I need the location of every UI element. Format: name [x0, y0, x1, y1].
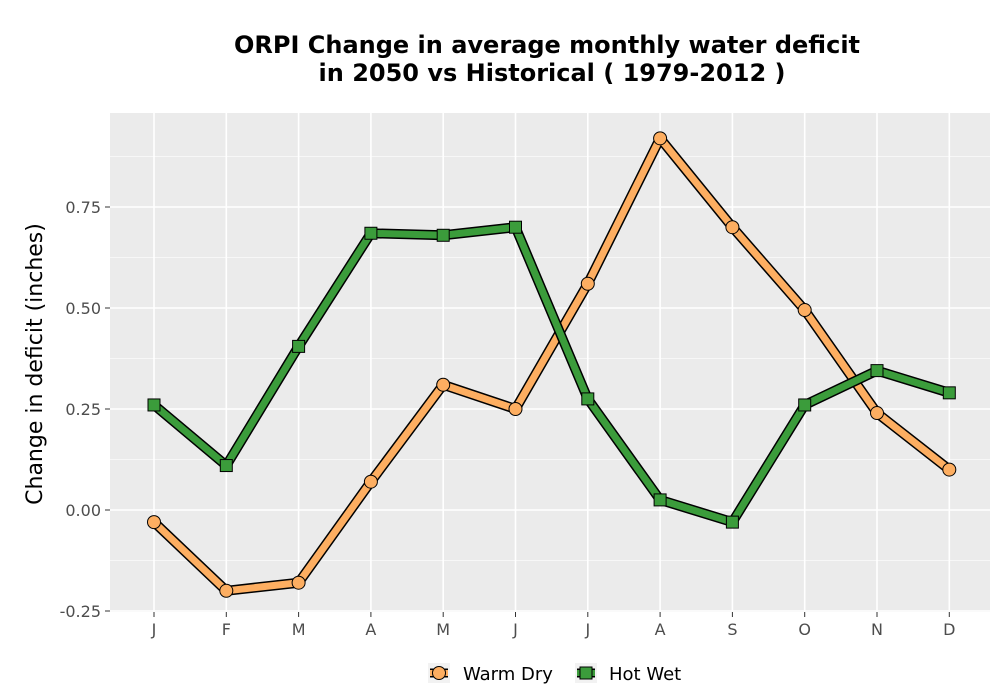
data-point: [580, 276, 595, 291]
legend-label: Warm Dry: [463, 664, 553, 685]
data-point: [797, 303, 812, 318]
data-point: [363, 474, 378, 489]
legend-key-marker: [432, 666, 446, 680]
data-point: [725, 220, 740, 235]
x-tick-label: D: [943, 620, 955, 639]
data-point: [509, 220, 522, 234]
data-point: [436, 377, 451, 392]
series-hot-wet: [147, 220, 956, 529]
y-axis-title: Change in deficit (inches): [23, 223, 48, 505]
grid-lines: [110, 113, 990, 612]
legend-key-marker: [579, 666, 593, 680]
x-tick-label: F: [222, 620, 231, 639]
x-tick-label: N: [871, 620, 883, 639]
x-tick-label: S: [727, 620, 737, 639]
data-point: [219, 583, 234, 598]
data-point: [653, 131, 668, 146]
chart-title-line2: in 2050 vs Historical ( 1979-2012 ): [319, 59, 786, 87]
series-line: [150, 223, 953, 526]
data-point: [870, 364, 884, 378]
series-warm-dry: [147, 131, 957, 598]
data-point: [653, 493, 667, 507]
data-point: [508, 402, 523, 416]
data-point: [725, 515, 739, 529]
x-tick-label: O: [798, 620, 811, 639]
series-layer: [147, 131, 957, 598]
y-tick-label: -0.25: [60, 602, 101, 621]
legend-item: Warm Dry: [428, 663, 553, 685]
data-point: [942, 462, 957, 477]
x-tick-label: J: [584, 620, 590, 639]
plot-panel: [110, 113, 990, 612]
data-point: [870, 406, 884, 421]
data-point: [147, 515, 161, 530]
x-tick-label: A: [655, 620, 666, 639]
legend: Warm Dry Hot Wet: [428, 663, 681, 685]
chart-title-line1: ORPI Change in average monthly water def…: [234, 31, 860, 59]
y-tick-label: 0.75: [65, 198, 101, 217]
y-tick-label: 0.00: [65, 501, 101, 520]
x-tick-label: M: [436, 620, 450, 639]
data-point: [798, 398, 812, 412]
data-point: [291, 575, 306, 590]
data-point: [292, 339, 306, 353]
x-tick-label: J: [512, 620, 518, 639]
data-point: [942, 386, 956, 400]
x-tick-label: M: [292, 620, 306, 639]
x-tick-label: A: [365, 620, 376, 639]
series-line: [150, 134, 953, 595]
data-point: [436, 228, 450, 242]
data-point: [364, 226, 378, 240]
legend-item: Hot Wet: [575, 663, 681, 685]
x-tick-label: J: [151, 620, 157, 639]
legend-label: Hot Wet: [609, 664, 681, 685]
axes: -0.25 0.00 0.25 0.50 0.75 J F M A M J J A S O N D: [60, 198, 956, 639]
data-point: [219, 459, 233, 473]
y-tick-label: 0.50: [65, 299, 101, 318]
data-point: [581, 392, 595, 406]
data-point: [147, 398, 161, 412]
y-tick-label: 0.25: [65, 400, 101, 419]
